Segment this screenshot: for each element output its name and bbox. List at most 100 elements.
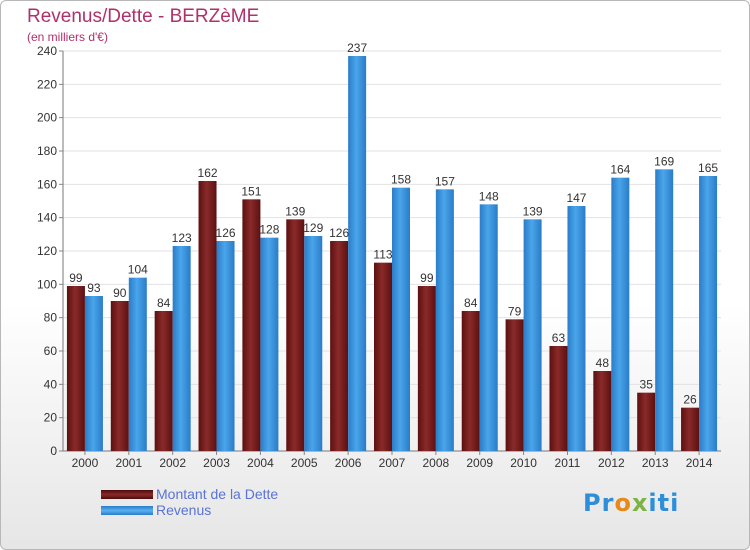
bar-revenus (392, 187, 410, 451)
y-tick-label: 0 (50, 444, 57, 458)
x-tick-label: 2007 (379, 456, 406, 470)
bar-dette (242, 199, 261, 451)
proxiti-logo: Proxiti (583, 489, 680, 517)
data-label: 126 (216, 226, 236, 240)
bar-revenus (479, 204, 498, 451)
bar-dette (637, 392, 656, 451)
bar-revenus (348, 56, 367, 451)
y-tick-label: 120 (37, 244, 57, 258)
legend-label-revenus: Revenus (156, 502, 212, 518)
x-tick-label: 2006 (335, 456, 362, 470)
x-tick-label: 2011 (555, 456, 581, 470)
bar-dette (66, 286, 85, 451)
legend-swatch-debt (101, 490, 153, 499)
bar-revenus (523, 219, 542, 451)
data-label: 48 (596, 356, 610, 370)
x-tick-label: 2003 (203, 456, 230, 470)
data-label: 35 (640, 378, 654, 392)
bars (66, 56, 718, 452)
y-tick-label: 60 (44, 344, 58, 358)
bar-revenus (304, 236, 323, 451)
data-label: 158 (391, 173, 411, 187)
data-label: 164 (610, 163, 630, 177)
data-label: 157 (435, 174, 455, 188)
data-label: 151 (241, 184, 261, 198)
data-label: 99 (69, 271, 83, 285)
bar-dette (593, 371, 612, 451)
bar-revenus (172, 246, 191, 451)
x-tick-label: 2008 (423, 456, 450, 470)
data-label: 93 (87, 281, 101, 295)
legend-swatch-revenus (101, 506, 153, 515)
data-label: 123 (172, 231, 192, 245)
bar-dette (374, 262, 392, 451)
bar-revenus (699, 176, 718, 451)
axes: 0 20 40 60 80 100 120 140 160 180 200 220 240 2000 200… (37, 44, 721, 470)
bar-dette (505, 319, 524, 451)
bar-revenus (655, 169, 674, 452)
data-label: 79 (508, 304, 522, 318)
data-label: 237 (347, 41, 367, 55)
data-label: 84 (464, 296, 478, 310)
x-tick-label: 2014 (686, 456, 713, 470)
data-label: 63 (552, 331, 566, 345)
x-tick-label: 2013 (642, 456, 669, 470)
bar-dette (681, 407, 700, 451)
x-tick-label: 2012 (598, 456, 625, 470)
data-label: 113 (373, 248, 392, 262)
data-label: 165 (698, 161, 718, 175)
data-label: 99 (420, 271, 434, 285)
data-label: 148 (479, 189, 499, 203)
data-label: 162 (198, 166, 218, 180)
y-tick-label: 20 (44, 411, 58, 425)
data-label: 139 (285, 204, 305, 218)
y-tick-label: 180 (37, 144, 57, 158)
bar-dette (154, 311, 173, 451)
bar-dette (198, 181, 217, 451)
chart-title: Revenus/Dette - BERZèME (27, 6, 260, 27)
y-tick-label: 240 (37, 44, 57, 58)
y-tick-label: 140 (37, 211, 57, 225)
x-tick-label: 2002 (159, 456, 186, 470)
bar-dette (286, 219, 305, 451)
y-tick-label: 80 (44, 311, 58, 325)
data-label: 128 (259, 223, 279, 237)
y-tick-label: 160 (37, 177, 57, 191)
bar-revenus (216, 241, 235, 451)
x-tick-label: 2009 (466, 456, 493, 470)
legend-label-debt: Montant de la Dette (156, 486, 279, 502)
data-label: 129 (303, 221, 323, 235)
data-label: 147 (566, 191, 586, 205)
bar-dette (110, 301, 129, 451)
bar-dette (461, 311, 480, 451)
y-tick-label: 40 (44, 377, 58, 391)
x-tick-label: 2004 (247, 456, 274, 470)
bar-revenus (567, 206, 586, 451)
y-tick-label: 220 (37, 77, 57, 91)
data-label: 90 (113, 286, 127, 300)
data-label: 169 (654, 154, 674, 168)
bar-revenus (611, 177, 630, 451)
data-label: 104 (128, 263, 148, 277)
x-tick-label: 2010 (510, 456, 537, 470)
bar-dette (549, 346, 568, 451)
x-tick-label: 2001 (115, 456, 142, 470)
data-label: 84 (157, 296, 171, 310)
bar-revenus (435, 189, 454, 452)
bar-dette (417, 286, 436, 451)
x-tick-label: 2000 (72, 456, 99, 470)
data-label: 139 (523, 204, 543, 218)
data-label: 26 (683, 393, 697, 407)
y-tick-label: 200 (37, 111, 57, 125)
y-tick-label: 100 (37, 277, 57, 291)
data-label: 126 (329, 226, 349, 240)
bar-revenus (128, 277, 147, 451)
bar-revenus (84, 296, 103, 451)
bar-dette (330, 241, 349, 451)
x-tick-label: 2005 (291, 456, 318, 470)
bar-revenus (260, 237, 279, 451)
chart-subtitle: (en milliers d'€) (27, 30, 108, 44)
